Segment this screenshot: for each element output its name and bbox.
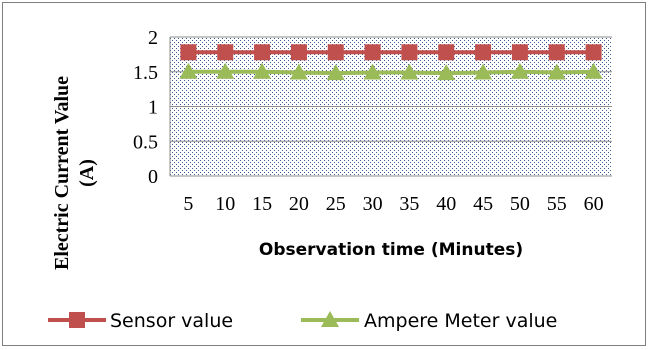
x-tick-label: 20 <box>289 193 309 215</box>
data-point <box>438 44 455 61</box>
legend-marker <box>321 311 339 327</box>
x-tick-label: 5 <box>183 193 193 215</box>
data-point <box>548 44 565 61</box>
data-point <box>437 64 456 81</box>
x-tick-label: 25 <box>326 193 346 215</box>
y-axis-label-line2: (A) <box>76 159 98 187</box>
y-tick-label: 1.5 <box>133 62 158 84</box>
legend-label: Ampere Meter value <box>364 310 557 332</box>
data-point <box>474 63 493 80</box>
x-tick-label: 50 <box>510 193 530 215</box>
data-point <box>253 62 272 79</box>
x-tick-label: 45 <box>473 193 493 215</box>
data-point <box>216 62 235 79</box>
x-tick-label: 10 <box>215 193 235 215</box>
data-point <box>400 63 419 80</box>
data-point <box>217 44 234 61</box>
x-tick-label: 55 <box>547 193 567 215</box>
series-layer <box>179 44 603 81</box>
y-tick-label: 0 <box>148 166 158 188</box>
y-axis-label-line1: Electric Current Value <box>51 76 73 270</box>
data-point <box>401 44 418 61</box>
x-tick-label: 30 <box>363 193 383 215</box>
series-ampere-meter-value <box>179 62 603 81</box>
y-tick-label: 0.5 <box>133 131 158 153</box>
data-point <box>364 44 381 61</box>
axes <box>169 37 612 177</box>
y-tick-label: 2 <box>148 27 158 49</box>
data-point <box>475 44 492 61</box>
data-point <box>179 62 198 79</box>
x-tick-label: 15 <box>252 193 272 215</box>
data-point <box>584 62 603 79</box>
data-point <box>585 44 602 61</box>
x-tick-label: 60 <box>584 193 604 215</box>
x-tick-labels: 5 10 15 20 25 30 35 40 45 50 55 60 <box>183 193 603 215</box>
x-tick-label: 35 <box>399 193 419 215</box>
y-tick-labels: 0 0.5 1 1.5 2 <box>133 27 158 188</box>
y-tick-label: 1 <box>148 97 158 119</box>
data-point <box>180 44 197 61</box>
data-point <box>511 44 528 61</box>
legend-item: Sensor value <box>48 310 233 332</box>
legend-label: Sensor value <box>110 310 233 332</box>
legend: Sensor value Ampere Meter value <box>48 310 557 332</box>
data-point <box>547 63 566 80</box>
data-point <box>326 64 345 81</box>
data-point <box>363 63 382 80</box>
data-point <box>327 44 344 61</box>
legend-marker <box>69 312 85 328</box>
data-point <box>289 63 308 80</box>
series-sensor-value <box>180 44 602 61</box>
data-point <box>290 44 307 61</box>
x-tick-label: 40 <box>436 193 456 215</box>
x-axis-label: Observation time (Minutes) <box>259 240 523 260</box>
data-point <box>510 62 529 79</box>
legend-item: Ampere Meter value <box>301 310 557 332</box>
series-line <box>188 69 594 76</box>
data-point <box>254 44 271 61</box>
